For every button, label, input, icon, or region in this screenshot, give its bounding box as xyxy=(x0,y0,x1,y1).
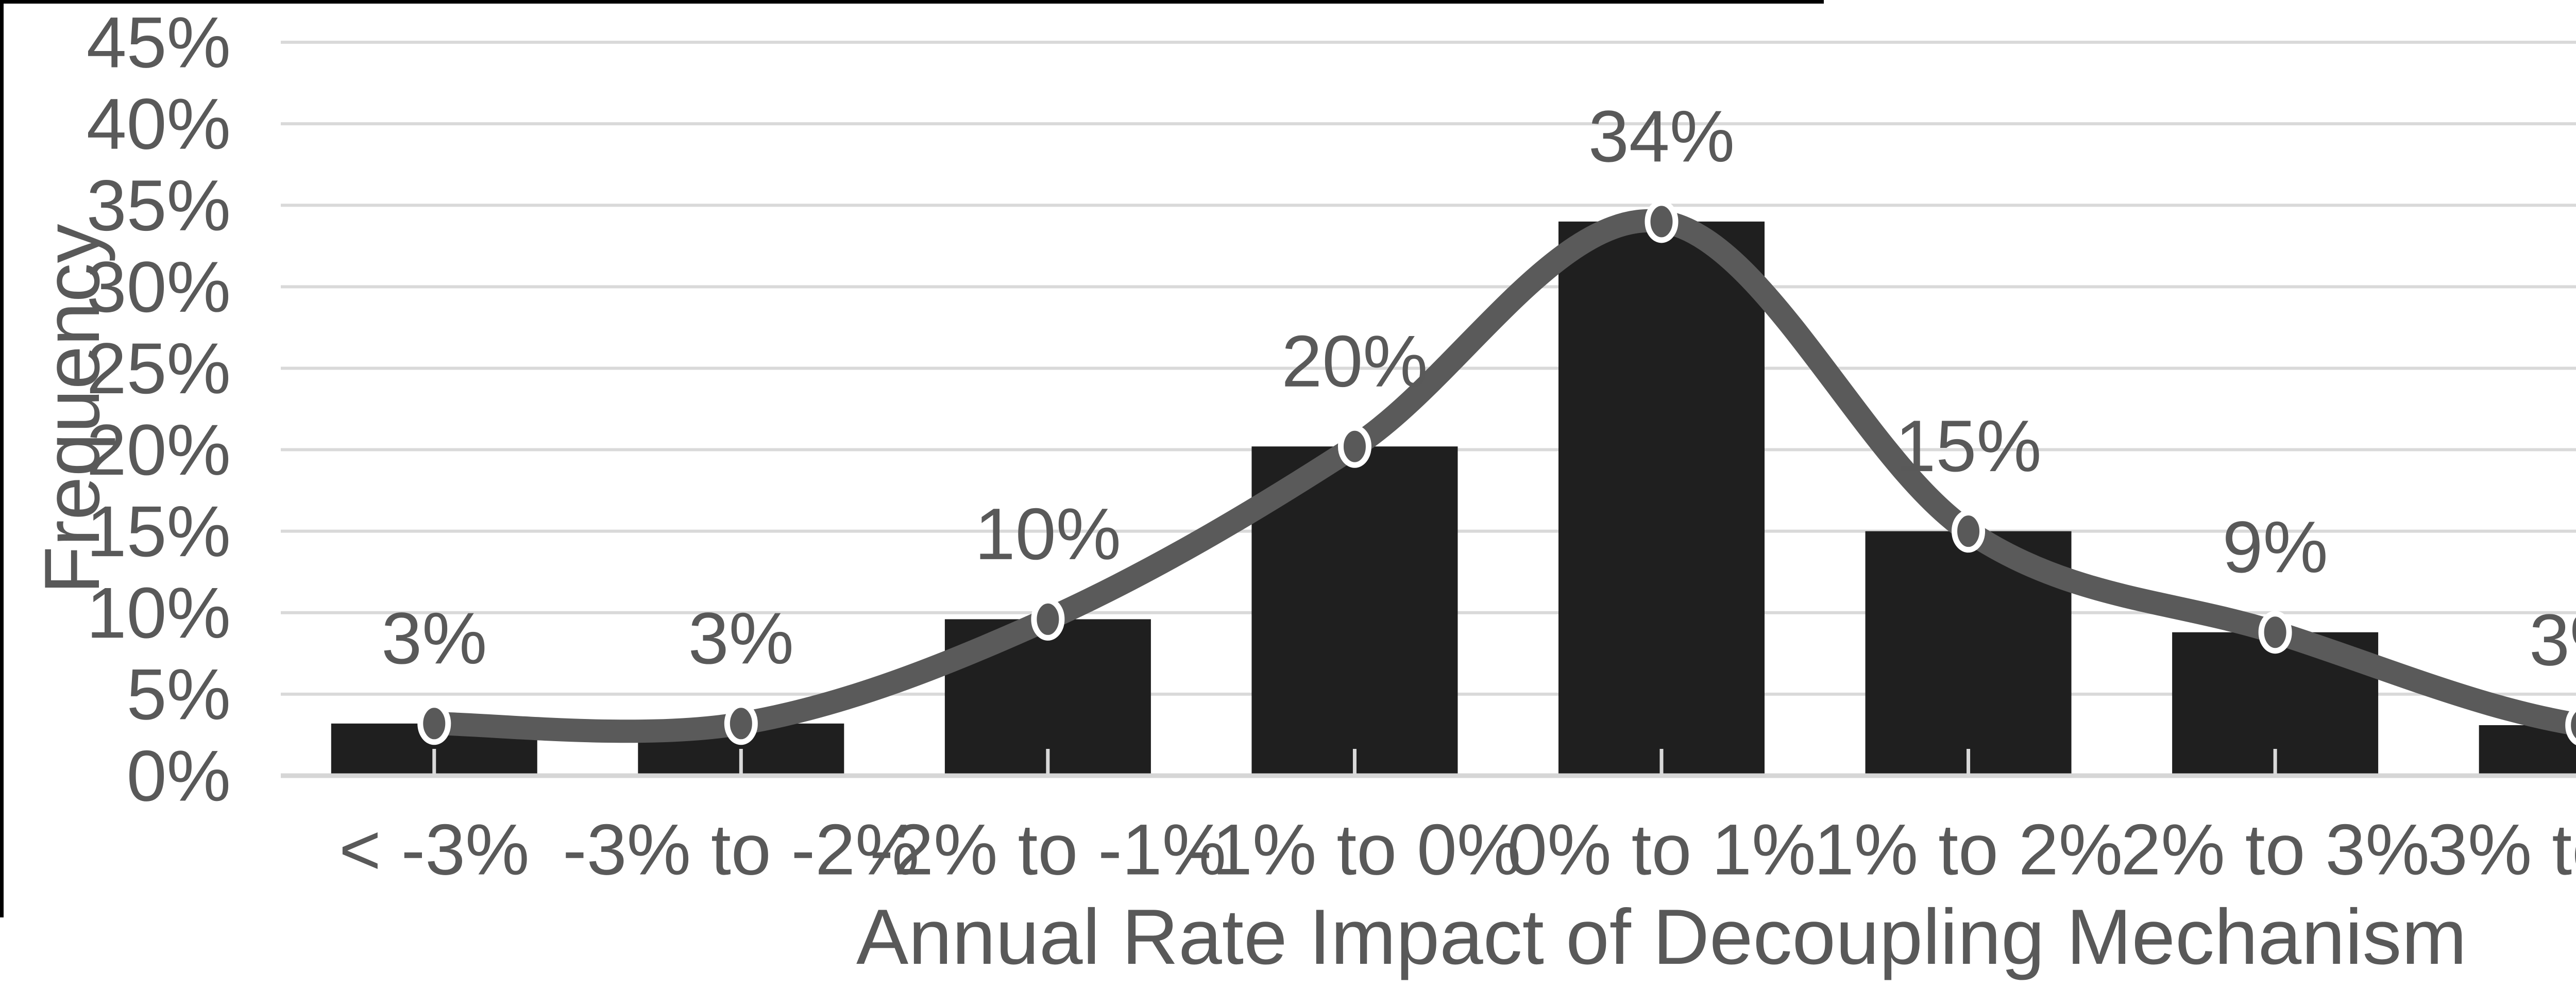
y-tick-label-1: 5% xyxy=(127,654,231,734)
data-label-2: 10% xyxy=(975,493,1121,575)
x-category-label-0: < -3% xyxy=(339,809,530,890)
line-marker-4 xyxy=(1645,200,1679,243)
y-tick-label-3: 15% xyxy=(87,491,231,572)
left-border-fragment xyxy=(0,0,4,917)
line-marker-5 xyxy=(1952,510,1986,553)
x-category-label-1: -3% to -2% xyxy=(563,809,919,890)
y-tick-label-8: 40% xyxy=(87,83,231,164)
data-label-5: 15% xyxy=(1895,405,2041,487)
line-marker-6 xyxy=(2258,611,2292,654)
bar-7 xyxy=(2479,725,2576,776)
x-category-label-3: -1% to 0% xyxy=(1189,809,1521,890)
x-category-label-6: 2% to 3% xyxy=(2121,809,2429,890)
y-tick-label-9: 45% xyxy=(87,2,231,83)
line-marker-3 xyxy=(1337,425,1371,468)
data-label-0: 3% xyxy=(381,597,487,679)
data-label-4: 34% xyxy=(1588,95,1735,177)
line-marker-7 xyxy=(2565,705,2576,745)
x-axis-title: Annual Rate Impact of Decoupling Mechani… xyxy=(856,893,2467,981)
line-marker-2 xyxy=(1031,597,1065,641)
line-marker-1 xyxy=(724,702,758,745)
x-category-label-7: 3% to 4% xyxy=(2428,809,2576,890)
data-label-3: 20% xyxy=(1281,321,1428,403)
y-tick-label-6: 30% xyxy=(87,246,231,327)
data-label-7: 3% xyxy=(2529,599,2576,681)
y-tick-label-0: 0% xyxy=(127,735,231,816)
y-tick-label-5: 25% xyxy=(87,328,231,409)
x-category-label-5: 1% to 2% xyxy=(1814,809,2123,890)
line-marker-0 xyxy=(417,702,451,745)
y-tick-label-2: 10% xyxy=(87,572,231,653)
x-category-label-4: 0% to 1% xyxy=(1507,809,1816,890)
y-tick-label-4: 20% xyxy=(87,409,231,490)
bar-4 xyxy=(1558,221,1765,776)
data-label-6: 9% xyxy=(2222,506,2328,588)
top-border-fragment xyxy=(0,0,1824,4)
y-axis-title: Frequency xyxy=(28,224,116,594)
x-category-label-2: -2% to -1% xyxy=(870,809,1226,890)
data-label-1: 3% xyxy=(688,597,794,679)
y-tick-label-7: 35% xyxy=(87,165,231,246)
